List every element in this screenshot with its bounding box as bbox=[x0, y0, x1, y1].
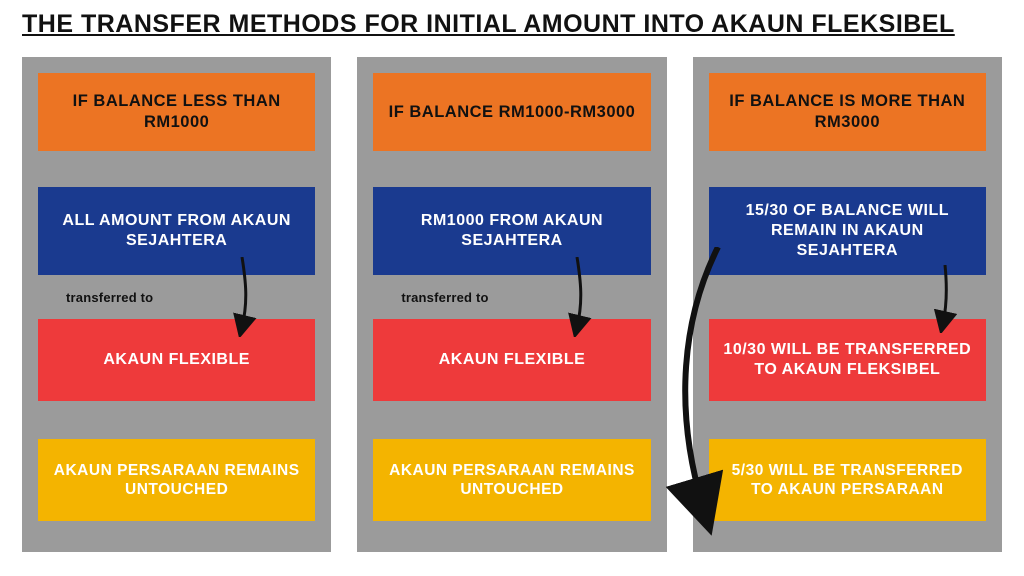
column-1: IF BALANCE LESS THAN RM1000 ALL AMOUNT F… bbox=[22, 57, 331, 552]
col1-red-box: AKAUN FLEXIBLE bbox=[38, 319, 315, 401]
col1-transferred-label: transferred to bbox=[38, 290, 153, 305]
col2-blue-box: RM1000 FROM AKAUN SEJAHTERA bbox=[373, 187, 650, 275]
page-title: THE TRANSFER METHODS FOR INITIAL AMOUNT … bbox=[22, 10, 1002, 39]
col2-yellow-box: AKAUN PERSARAAN REMAINS UNTOUCHED bbox=[373, 439, 650, 521]
col2-red-box: AKAUN FLEXIBLE bbox=[373, 319, 650, 401]
column-3: IF BALANCE IS MORE THAN RM3000 15/30 OF … bbox=[693, 57, 1002, 552]
columns-container: IF BALANCE LESS THAN RM1000 ALL AMOUNT F… bbox=[22, 57, 1002, 552]
col1-blue-box: ALL AMOUNT FROM AKAUN SEJAHTERA bbox=[38, 187, 315, 275]
col2-transferred-label: transferred to bbox=[373, 290, 488, 305]
col3-yellow-box: 5/30 WILL BE TRANSFERRED TO AKAUN PERSAR… bbox=[709, 439, 986, 521]
col1-yellow-box: AKAUN PERSARAAN REMAINS UNTOUCHED bbox=[38, 439, 315, 521]
col3-red-box: 10/30 WILL BE TRANSFERRED TO AKAUN FLEKS… bbox=[709, 319, 986, 401]
col2-header-box: IF BALANCE RM1000-RM3000 bbox=[373, 73, 650, 151]
col3-blue-box: 15/30 OF BALANCE WILL REMAIN IN AKAUN SE… bbox=[709, 187, 986, 275]
column-2: IF BALANCE RM1000-RM3000 RM1000 FROM AKA… bbox=[357, 57, 666, 552]
col3-header-box: IF BALANCE IS MORE THAN RM3000 bbox=[709, 73, 986, 151]
col1-header-box: IF BALANCE LESS THAN RM1000 bbox=[38, 73, 315, 151]
